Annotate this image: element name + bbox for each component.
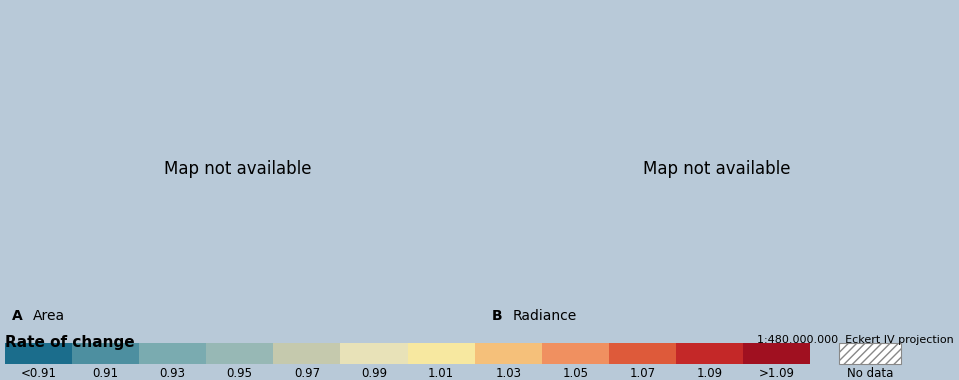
- Text: A: A: [12, 309, 22, 323]
- Bar: [340, 343, 408, 364]
- Text: 1.07: 1.07: [629, 367, 656, 380]
- Bar: [206, 343, 273, 364]
- Text: Map not available: Map not available: [643, 160, 790, 178]
- Text: 1:480.000.000  Eckert IV projection: 1:480.000.000 Eckert IV projection: [758, 334, 954, 345]
- Text: 0.93: 0.93: [159, 367, 186, 380]
- Bar: [273, 343, 340, 364]
- Bar: [743, 343, 810, 364]
- Text: 0.95: 0.95: [226, 367, 253, 380]
- Bar: [475, 343, 542, 364]
- Bar: [139, 343, 206, 364]
- Bar: [408, 343, 475, 364]
- Bar: [839, 343, 901, 364]
- Bar: [72, 343, 139, 364]
- Text: B: B: [491, 309, 502, 323]
- Text: 0.99: 0.99: [361, 367, 387, 380]
- Text: 1.05: 1.05: [562, 367, 589, 380]
- Bar: [676, 343, 743, 364]
- Text: Radiance: Radiance: [512, 309, 576, 323]
- Bar: [542, 343, 609, 364]
- Text: 1.03: 1.03: [495, 367, 522, 380]
- Bar: [5, 343, 72, 364]
- Text: Area: Area: [33, 309, 65, 323]
- Text: 0.91: 0.91: [92, 367, 119, 380]
- Text: 1.01: 1.01: [428, 367, 455, 380]
- Text: Rate of change: Rate of change: [5, 334, 134, 350]
- Bar: [609, 343, 676, 364]
- Text: >1.09: >1.09: [759, 367, 795, 380]
- Text: Map not available: Map not available: [164, 160, 311, 178]
- Text: 0.97: 0.97: [293, 367, 320, 380]
- Text: <0.91: <0.91: [20, 367, 57, 380]
- Text: No data: No data: [847, 367, 894, 380]
- Text: 1.09: 1.09: [696, 367, 723, 380]
